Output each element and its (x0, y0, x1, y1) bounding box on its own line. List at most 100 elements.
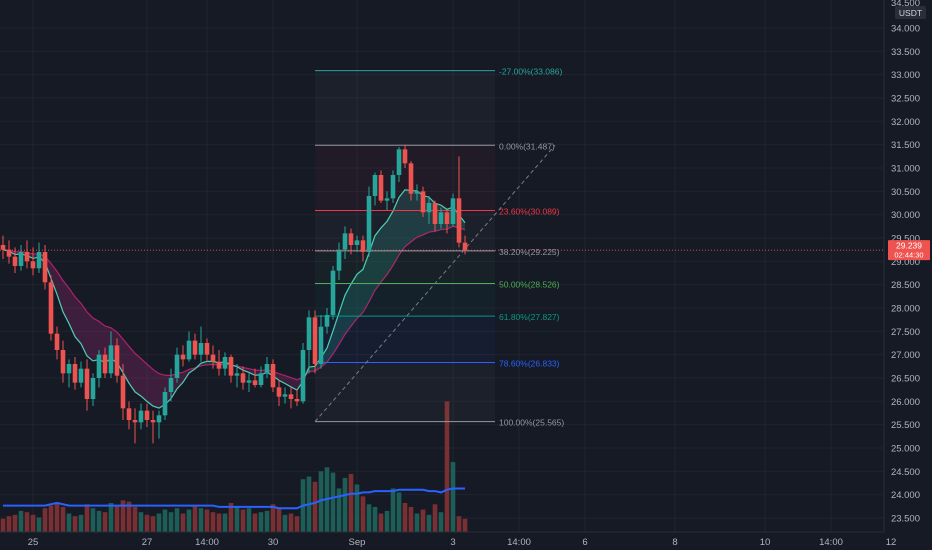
volume-bar (456, 516, 462, 532)
volume-bar (390, 488, 396, 532)
candle-body (204, 343, 210, 355)
time-tick-label: 25 (28, 537, 39, 548)
ma-cloud-segment (339, 295, 345, 345)
ma-cloud-segment (387, 211, 393, 275)
candle-body (354, 240, 360, 245)
ma-cloud-segment (405, 189, 411, 247)
volume-bar (60, 506, 66, 532)
volume-bar (318, 471, 324, 532)
price-tick-label: 33.500 (891, 47, 920, 58)
ma-cloud-segment (399, 189, 405, 255)
candle-body (78, 368, 84, 383)
ma-cloud-segment (57, 271, 63, 312)
price-tick-label: 27.500 (891, 327, 920, 338)
price-tick-label: 24.500 (891, 467, 920, 478)
price-tick-label: 31.000 (891, 164, 920, 175)
candle-body (426, 203, 432, 213)
ma-cloud-segment (99, 321, 105, 363)
time-axis[interactable]: 25 27 14:00 30 Sep 3 14:00 6 8 10 14:00 12 (0, 531, 932, 550)
volume-bar (210, 512, 216, 532)
volume-bar (120, 500, 126, 532)
last-price-badge[interactable] (888, 240, 930, 261)
candle-body (66, 364, 72, 374)
price-tick-label: 30.500 (891, 187, 920, 198)
volume-bar (276, 508, 282, 532)
fib-trend-line[interactable] (314, 144, 556, 422)
volume-bar (78, 514, 84, 532)
volume-bar (330, 472, 336, 532)
fib-zone (315, 316, 495, 363)
ma-cloud-segment (357, 269, 363, 319)
ma-cloud-segment (135, 353, 141, 397)
price-tick-label: 24.000 (891, 490, 920, 501)
volume-bar (366, 504, 372, 532)
volume-bar (396, 492, 402, 532)
price-axis[interactable]: 34.000 33.500 33.000 32.500 32.000 31.500 31.0… (883, 0, 932, 550)
candle-body (48, 282, 54, 334)
candle-body (264, 364, 270, 374)
volume-bar (18, 510, 24, 532)
volume-bar (270, 504, 276, 532)
candle-body (126, 408, 132, 420)
volume-bar (240, 509, 246, 532)
price-tick-label: 25.000 (891, 444, 920, 455)
candle-body (438, 212, 444, 224)
volume-bar (174, 508, 180, 532)
candle-body (420, 191, 426, 213)
candlestick-series (0, 144, 468, 444)
volume-bar (66, 513, 72, 532)
time-tick-label: 8 (672, 537, 677, 548)
volume-bar (198, 508, 204, 532)
candle-body (162, 392, 168, 416)
candle-body (366, 196, 372, 252)
candle-body (396, 149, 402, 175)
volume-bar (204, 509, 210, 532)
candle-body (444, 212, 450, 224)
candle-body (312, 317, 318, 364)
candle-body (240, 373, 246, 383)
price-tick-label: 32.000 (891, 117, 920, 128)
fib-zone (315, 362, 495, 422)
ma-fast-line (2, 189, 466, 409)
ma-cloud-segment (153, 369, 159, 409)
price-tick-label: 29.500 (891, 234, 920, 245)
volume-bar (252, 513, 258, 532)
candle-body (324, 315, 330, 327)
volume-bar (360, 496, 366, 532)
time-tick-label: 14:00 (819, 537, 843, 548)
volume-bar (126, 501, 132, 532)
candle-body (60, 350, 66, 374)
candle-body (186, 340, 192, 360)
candle-body (450, 198, 456, 224)
price-tick-label: 28.500 (891, 280, 920, 291)
price-tick-label: 28.000 (891, 304, 920, 315)
volume-bar (444, 401, 450, 532)
volume-bar (156, 513, 162, 532)
candle-body (288, 394, 294, 399)
price-tick-label: 29.000 (891, 257, 920, 268)
volume-bar (30, 514, 36, 532)
candle-body (138, 410, 144, 423)
candle-body (210, 354, 216, 362)
candle-body (42, 252, 48, 283)
volume-bar (438, 512, 444, 532)
ma-cloud-segment (393, 197, 399, 266)
currency-label: USDT (899, 8, 922, 18)
volume-bar (450, 462, 456, 532)
candle-body (24, 252, 30, 262)
volume-bar (462, 518, 468, 532)
candle-body (408, 163, 414, 194)
volume-bar (42, 508, 48, 532)
last-price-value: 29.239 (896, 241, 922, 251)
time-tick-label: 6 (582, 537, 587, 548)
volume-bar (402, 502, 408, 532)
volume-bar (186, 509, 192, 532)
candle-body (96, 354, 102, 378)
ma-cloud-segment (369, 235, 375, 302)
fib-zone (315, 70, 495, 146)
candle-body (414, 191, 420, 194)
volume-bar (132, 506, 138, 532)
volume-bar (54, 502, 60, 532)
candle-body (6, 249, 12, 257)
